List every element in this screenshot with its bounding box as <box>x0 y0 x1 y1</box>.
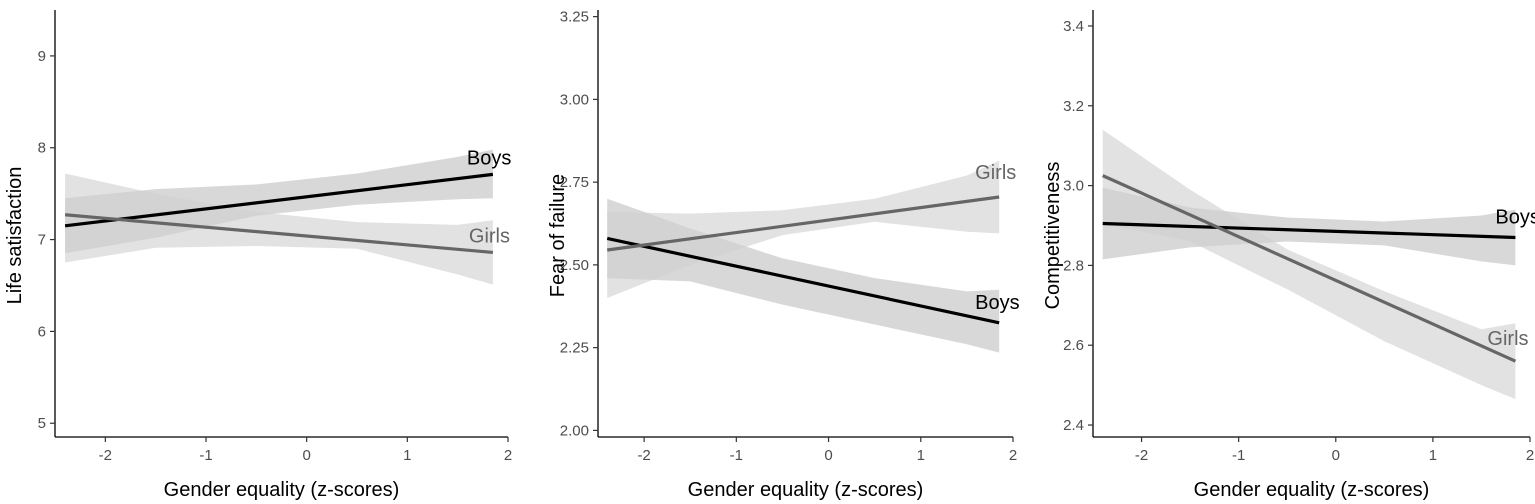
x-tick-label: 1 <box>403 447 411 464</box>
x-tick-label: -2 <box>1135 447 1148 464</box>
y-tick-label: 2.75 <box>560 174 589 191</box>
x-axis-title: Gender equality (z-scores) <box>164 479 400 501</box>
y-tick-label: 2.6 <box>1063 337 1084 354</box>
y-axis-title: Competitiveness <box>1042 162 1064 310</box>
x-tick-label: 2 <box>1009 447 1017 464</box>
y-tick-label: 2.8 <box>1063 257 1084 274</box>
x-tick-label: -1 <box>730 447 743 464</box>
x-tick-label: -2 <box>99 447 112 464</box>
y-tick-label: 9 <box>38 48 46 65</box>
x-tick-label: 0 <box>1332 447 1340 464</box>
y-tick-label: 6 <box>38 323 46 340</box>
x-tick-label: 1 <box>1429 447 1437 464</box>
series-line-girls <box>1102 174 1517 363</box>
series-label-girls: Girls <box>1487 328 1528 350</box>
x-tick-label: -1 <box>199 447 212 464</box>
panel-3: Boys Girls 2.4 2.6 2.8 3.0 3.2 3.4 -2 -1 0 1 2 Gender… <box>1042 10 1535 501</box>
y-axis-title: Fear of failure <box>547 174 569 297</box>
ci-band-girls <box>65 173 493 285</box>
y-tick-label: 2.00 <box>560 422 589 439</box>
x-axis-title: Gender equality (z-scores) <box>688 479 924 501</box>
y-tick-label: 2.25 <box>560 340 589 357</box>
ci-band-girls <box>607 160 1000 298</box>
ci-band-girls <box>1102 129 1516 400</box>
panel-2: Boys Girls 2.00 2.25 2.50 2.75 3.00 3.25 -2 -1 0 1 2… <box>547 9 1020 501</box>
y-tick-label: 3.2 <box>1063 98 1084 115</box>
series-label-girls: Girls <box>975 162 1016 184</box>
x-axis-title: Gender equality (z-scores) <box>1194 479 1430 501</box>
x-tick-label: 2 <box>1526 447 1534 464</box>
series-line-boys <box>64 172 494 228</box>
y-tick-label: 2.4 <box>1063 417 1084 434</box>
x-tick-label: -1 <box>1232 447 1245 464</box>
series-line-boys <box>606 236 1000 325</box>
series-label-boys: Boys <box>467 147 511 169</box>
x-tick-label: -2 <box>637 447 650 464</box>
series-line-girls <box>607 195 1000 252</box>
series-line-boys <box>1102 221 1516 240</box>
series-label-girls: Girls <box>469 225 510 247</box>
y-tick-label: 3.4 <box>1063 18 1084 35</box>
x-tick-label: 2 <box>504 447 512 464</box>
y-tick-label: 3.0 <box>1063 178 1084 195</box>
x-tick-label: 1 <box>917 447 925 464</box>
y-tick-label: 3.25 <box>560 9 589 26</box>
panel-1: Boys Girls 5 6 7 8 9 -2 -1 0 1 2 Gender equality (z-… <box>4 10 512 501</box>
series-line-girls <box>64 213 494 255</box>
series-label-boys: Boys <box>975 292 1019 314</box>
y-tick-label: 2.50 <box>560 257 589 274</box>
y-tick-label: 7 <box>38 232 46 249</box>
y-tick-label: 5 <box>38 415 46 432</box>
y-tick-label: 3.00 <box>560 91 589 108</box>
x-tick-label: 0 <box>824 447 832 464</box>
y-tick-label: 8 <box>38 140 46 157</box>
x-tick-label: 0 <box>302 447 310 464</box>
y-axis-title: Life satisfaction <box>4 167 26 305</box>
series-label-boys: Boys <box>1495 206 1535 228</box>
